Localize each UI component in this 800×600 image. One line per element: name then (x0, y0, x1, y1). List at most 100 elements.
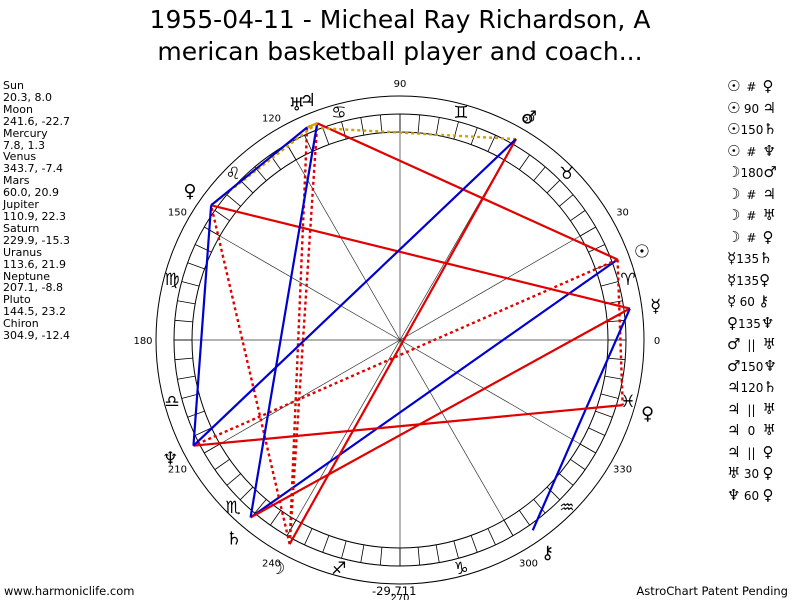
aspect-row: ♃ 0 ♅ (727, 420, 777, 442)
aspect-row: ♃ || ♀ (727, 442, 777, 464)
aspect-planet-glyph: ♆ (763, 356, 777, 375)
radial-line (204, 226, 596, 454)
position-value: 304.9, -12.4 (3, 329, 70, 343)
degree-tick (470, 535, 478, 553)
degree-tick (417, 114, 421, 133)
position-value: 343.7, -7.4 (3, 162, 63, 176)
degree-tick (177, 375, 196, 380)
position-planet-name: Sun (3, 79, 24, 92)
degree-tick (604, 375, 623, 380)
aspect-row: ♂ || ♅ (727, 334, 777, 356)
degree-tick (379, 547, 383, 566)
degree-tick (214, 210, 230, 222)
aspect-type: 150 (740, 123, 764, 137)
aspect-line (288, 123, 319, 545)
aspect-planet-glyph: ☽ (727, 206, 741, 224)
aspect-planet-glyph: ☽ (727, 163, 741, 181)
degree-label: 30 (616, 208, 629, 219)
degree-tick (187, 262, 205, 270)
zodiac-sign-glyph: ♐ (331, 559, 346, 579)
planet-glyph: ☽ (269, 558, 285, 579)
position-value: 20.3, 8.0 (3, 90, 52, 104)
position-value: 110.9, 22.3 (3, 209, 66, 223)
position-planet-name: Jupiter (3, 198, 39, 212)
zodiac-sign-glyph: ♑ (453, 559, 468, 579)
aspect-row: ☽ # ♃ (727, 184, 777, 206)
aspect-line (192, 258, 619, 447)
aspect-row: ☿ 135 ♄ (727, 248, 777, 270)
planet-glyph: ♀ (183, 181, 196, 202)
aspect-planet-glyph: ♀ (762, 464, 774, 482)
planet-glyph: ♅ (289, 95, 305, 116)
planet-glyph: ⚷ (541, 543, 554, 564)
position-planet-name: Mars (3, 174, 30, 188)
degree-tick (533, 499, 546, 514)
zodiac-sign-glyph: ♋ (331, 103, 346, 123)
degree-tick (518, 510, 530, 526)
aspect-row: ☽ # ♀ (727, 227, 777, 249)
title-line-2: merican basketball player and coach... (157, 37, 643, 66)
aspect-planet-glyph: ♃ (727, 378, 741, 396)
zodiac-sign-glyph: ♓ (620, 392, 635, 412)
degree-tick (533, 166, 546, 181)
aspect-row: ♆ 60 ♀ (727, 485, 777, 507)
degree-label: 210 (168, 465, 187, 476)
position-planet-name: Uranus (3, 245, 42, 259)
position-planet-name: Mercury (3, 126, 48, 140)
degree-tick (487, 528, 496, 545)
degree-tick (226, 473, 241, 486)
degree-tick (607, 357, 626, 361)
degree-tick (435, 544, 440, 563)
position-planet-name: Chiron (3, 317, 39, 331)
zodiac-sign-glyph: ♒ (559, 498, 574, 518)
aspect-planet-glyph: ♃ (727, 421, 741, 439)
aspect-row: ☉ 150 ♄ (727, 119, 777, 141)
degree-tick (559, 473, 574, 486)
degree-label: 60 (522, 113, 535, 124)
degree-tick (214, 458, 230, 470)
footer-number: -29,711 (372, 584, 417, 598)
aspect-planet-glyph: ☉ (727, 141, 741, 160)
aspect-row: ♃ || ♅ (727, 399, 777, 421)
aspect-row: ♃ 120 ♄ (727, 377, 777, 399)
aspect-type: || (747, 338, 756, 352)
aspect-type: 0 (747, 424, 756, 438)
aspect-planet-glyph: ⚷ (758, 292, 770, 310)
aspect-planet-glyph: ☉ (727, 120, 741, 138)
aspect-planet-glyph: ♂ (727, 356, 741, 375)
degree-tick (204, 443, 221, 454)
aspect-type: 135 (736, 273, 760, 288)
aspect-planet-glyph: ♀ (762, 485, 774, 504)
aspect-planet-glyph: ☉ (727, 77, 741, 95)
aspect-line (249, 258, 619, 519)
aspect-planet-glyph: ♃ (762, 184, 776, 203)
degree-tick (174, 319, 193, 323)
aspect-line (192, 205, 213, 446)
aspect-type: 180 (740, 166, 764, 180)
aspect-type: 135 (736, 252, 760, 266)
degree-label: 300 (519, 559, 538, 570)
aspect-row: ♀ 135 ♆ (727, 313, 777, 335)
aspect-line (210, 126, 308, 207)
aspect-planet-glyph: ☽ (727, 227, 741, 246)
zodiac-sign-glyph: ♎ (164, 392, 179, 412)
outer-circle (155, 95, 645, 585)
position-value: 60.0, 20.9 (3, 186, 59, 200)
aspect-row: ☽ # ♅ (727, 205, 777, 227)
aspect-list: ☉ # ♀ ☉ 90 ♃ ☉ 150 ♄ ☉ # ♆ ☽ 180 ♂ ☽ # ♃ ☽ # ♅… (727, 76, 777, 506)
aspect-planet-glyph: ♀ (727, 313, 738, 332)
aspect-type: || (747, 445, 756, 460)
aspect-row: ♅ 30 ♀ (727, 463, 777, 485)
aspect-line (192, 138, 517, 447)
aspect-planet-glyph: ☿ (727, 270, 737, 289)
aspect-planet-glyph: ☿ (727, 249, 737, 267)
aspect-type: 60 (743, 488, 760, 503)
aspect-planet-glyph: ♅ (762, 399, 776, 418)
degree-tick (588, 244, 605, 253)
degree-tick (595, 262, 613, 270)
aspect-type: # (746, 187, 757, 202)
aspect-row: ☽ 180 ♂ (727, 162, 777, 184)
planet-glyph: ♆ (162, 449, 178, 470)
degree-tick (181, 281, 200, 287)
footer-patent-note: AstroChart Patent Pending (636, 584, 788, 598)
